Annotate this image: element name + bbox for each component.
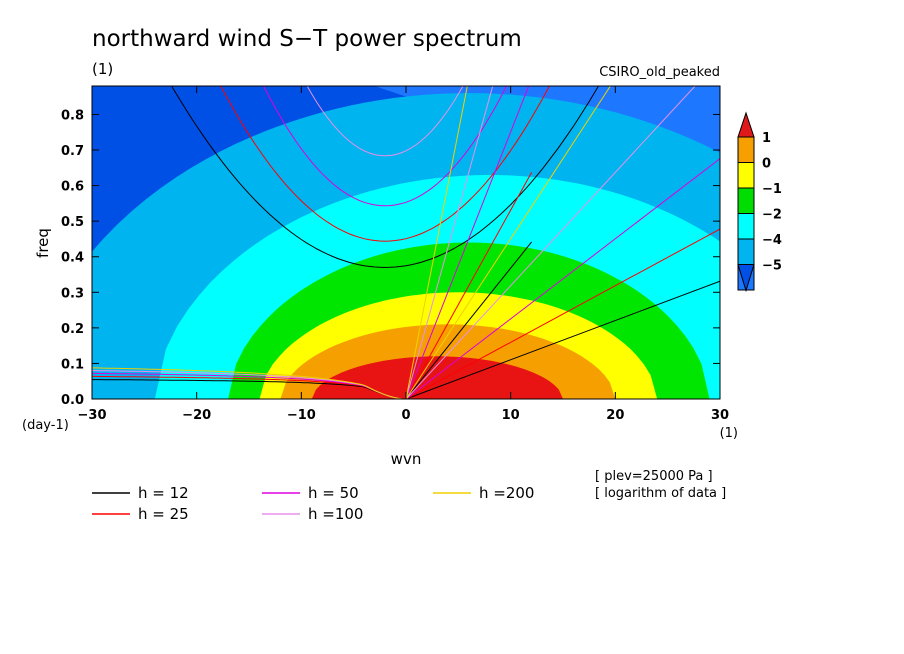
mrg-curve-2 bbox=[405, 172, 533, 399]
chart-title: northward wind S−T power spectrum bbox=[92, 26, 522, 52]
rossby-curve-4 bbox=[92, 370, 406, 399]
x-tick-label: 20 bbox=[606, 408, 624, 423]
chart-subtitle-left: (1) bbox=[92, 60, 113, 78]
filled-contours bbox=[92, 86, 720, 399]
rossby-curve-5 bbox=[92, 367, 406, 399]
x-tick-label: −30 bbox=[78, 408, 107, 423]
rossby-curve-2 bbox=[92, 375, 406, 399]
ig-curve-3 bbox=[263, 86, 508, 207]
colorbar-label: −5 bbox=[762, 259, 782, 274]
rossby-curve-1 bbox=[92, 379, 406, 399]
colorbar-max-arrow bbox=[737, 111, 755, 138]
colorbar-box bbox=[737, 162, 755, 189]
rossby-curve-3 bbox=[92, 372, 406, 399]
colorbar-box bbox=[737, 136, 755, 163]
note-logarithm: [ logarithm of data ] bbox=[595, 486, 726, 501]
dispersion-curves bbox=[92, 86, 720, 399]
x-axis-label: wvn bbox=[391, 450, 422, 468]
x-tick-label: −20 bbox=[182, 408, 211, 423]
mrg-curve-3 bbox=[405, 86, 530, 399]
colorbar-label: −2 bbox=[762, 208, 782, 223]
y-tick-label: 0.4 bbox=[61, 251, 84, 266]
x-axis-ticks: −30 −20 −10 0 10 20 30 bbox=[78, 86, 729, 423]
mrg-curve-4 bbox=[405, 86, 494, 399]
y-units-label: (day-1) bbox=[22, 418, 69, 433]
colorbar-label: 1 bbox=[762, 131, 771, 146]
legend-label: h =200 bbox=[479, 484, 534, 502]
legend-label: h = 50 bbox=[308, 484, 359, 502]
x-tick-label: 0 bbox=[401, 408, 410, 423]
y-axis-label: freq bbox=[34, 228, 52, 258]
colorbar-box bbox=[737, 213, 755, 240]
ig-curve-2 bbox=[220, 86, 550, 242]
x-tick-label: 10 bbox=[502, 408, 520, 423]
colorbar-label: 0 bbox=[762, 157, 771, 172]
y-tick-label: 0.0 bbox=[61, 393, 84, 408]
y-tick-label: 0.8 bbox=[61, 108, 84, 123]
legend-label: h = 12 bbox=[138, 484, 189, 502]
y-tick-label: 0.6 bbox=[61, 180, 84, 195]
colorbar-box bbox=[737, 187, 755, 214]
legend-label: h = 25 bbox=[138, 505, 189, 523]
note-plev: [ plev=25000 Pa ] bbox=[595, 469, 713, 484]
ig-curve-1 bbox=[171, 86, 600, 268]
y-axis-ticks: 0.0 0.1 0.2 0.3 0.4 0.5 0.6 0.7 0.8 bbox=[61, 108, 720, 408]
kelvin-curve-1 bbox=[405, 280, 720, 399]
kelvin-curve-2 bbox=[405, 228, 720, 399]
colorbar-label: −4 bbox=[762, 233, 782, 248]
plot-area bbox=[92, 86, 720, 399]
x-units-label: (1) bbox=[720, 426, 738, 441]
x-tick-label: 30 bbox=[711, 408, 729, 423]
chart-subtitle-right: CSIRO_old_peaked bbox=[599, 65, 720, 80]
colorbar-box bbox=[737, 238, 755, 265]
legend: h = 12 h = 25 h = 50 h =100 h =200 bbox=[92, 484, 534, 523]
colorbar-min-arrow bbox=[737, 264, 755, 293]
y-tick-label: 0.2 bbox=[61, 322, 84, 337]
legend-label: h =100 bbox=[308, 505, 363, 523]
mrg-curve-1 bbox=[405, 241, 532, 399]
ig-curve-4 bbox=[306, 86, 464, 157]
contour-fill-level-6 bbox=[311, 356, 563, 399]
y-tick-label: 0.5 bbox=[61, 215, 84, 230]
y-tick-label: 0.1 bbox=[61, 357, 84, 372]
x-tick-label: −10 bbox=[287, 408, 316, 423]
kelvin-curve-5 bbox=[405, 86, 612, 399]
kelvin-curve-3 bbox=[405, 158, 720, 399]
kelvin-curve-4 bbox=[405, 86, 696, 399]
colorbar: 1 0 −1 −2 −4 −5 bbox=[737, 111, 782, 293]
y-tick-label: 0.7 bbox=[61, 144, 84, 159]
y-tick-label: 0.3 bbox=[61, 286, 84, 301]
colorbar-label: −1 bbox=[762, 182, 782, 197]
mrg-curve-5 bbox=[405, 86, 468, 399]
